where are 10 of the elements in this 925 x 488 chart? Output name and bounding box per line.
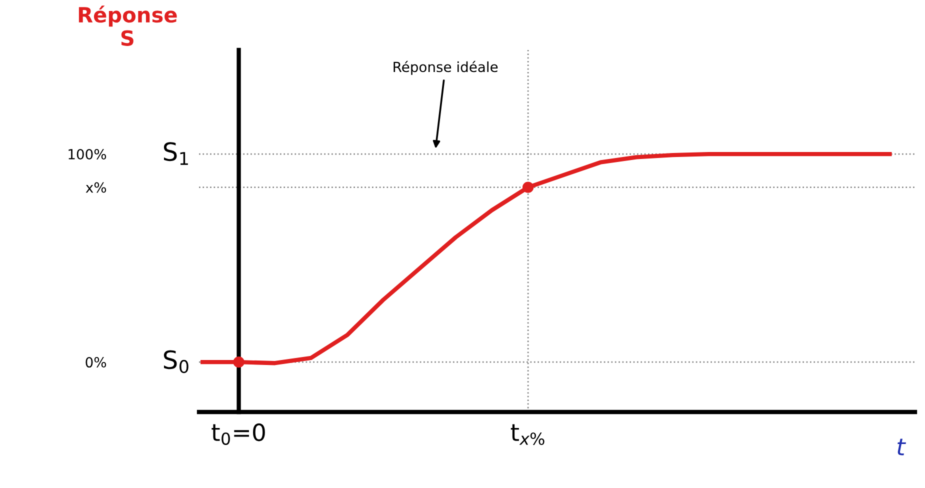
text: S$_{0}$	[164, 350, 188, 374]
y-tick-label: 100%	[68, 148, 106, 160]
annotation: Réponse idéale	[394, 60, 498, 75]
y-tick-label: 0%	[86, 357, 106, 368]
x-tick-label: t$_{0}$=0	[212, 423, 265, 445]
y-axis-title: Réponse S	[78, 6, 177, 46]
y-tick-label: x%	[86, 182, 106, 193]
x-tick-label: t$_{x%}$	[510, 424, 544, 445]
x-axis-title: t	[898, 438, 906, 456]
text: S$_{1}$	[164, 142, 188, 165]
